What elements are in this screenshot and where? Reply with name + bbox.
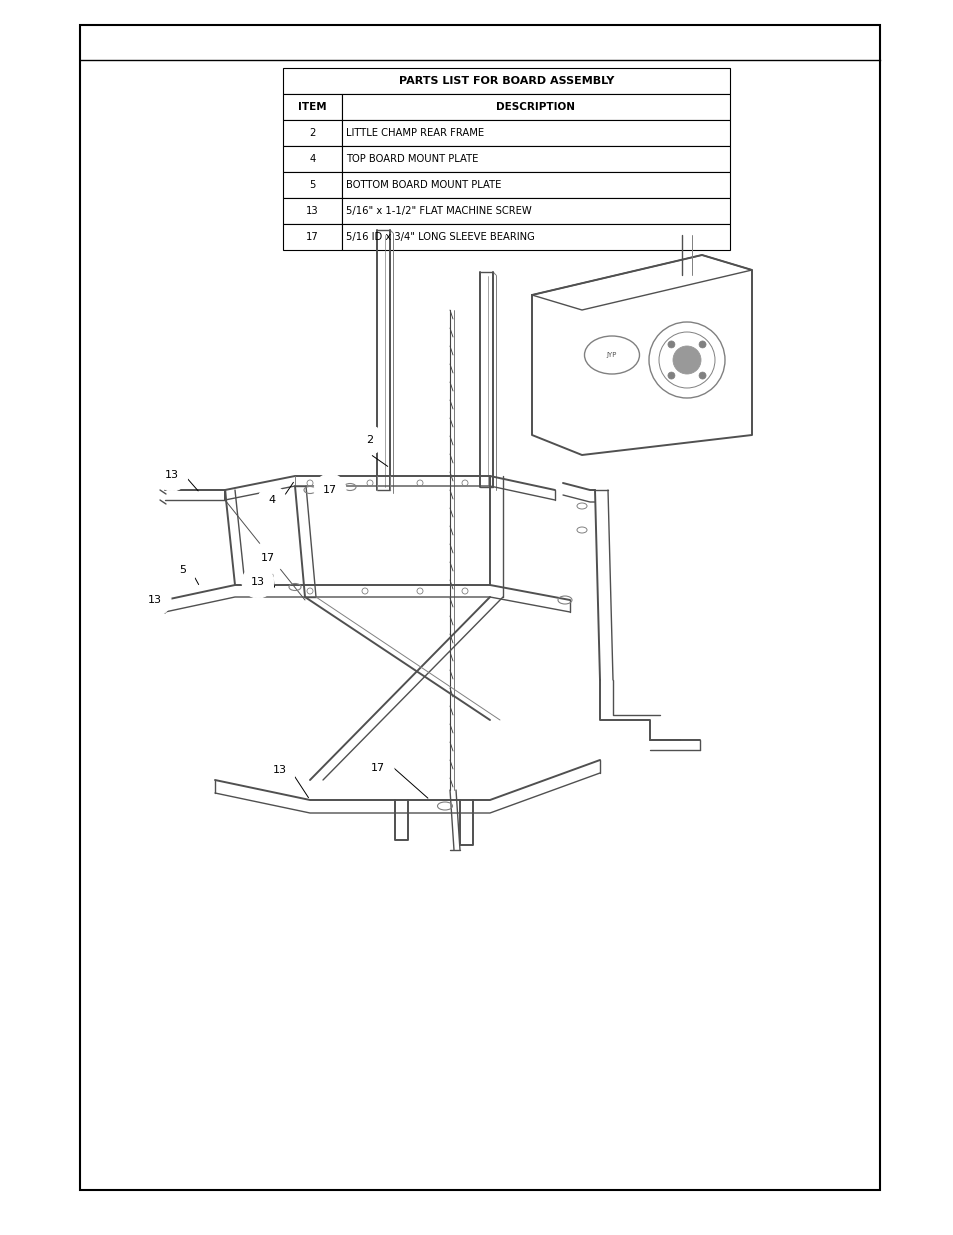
Bar xyxy=(283,120,341,146)
Circle shape xyxy=(672,346,700,374)
Circle shape xyxy=(169,556,196,584)
Circle shape xyxy=(242,566,274,598)
Bar xyxy=(341,146,729,172)
Text: LITTLE CHAMP REAR FRAME: LITTLE CHAMP REAR FRAME xyxy=(346,128,483,138)
Circle shape xyxy=(667,372,674,379)
Text: 17: 17 xyxy=(306,232,318,242)
Circle shape xyxy=(252,542,284,574)
Text: 13: 13 xyxy=(165,471,179,480)
Text: PARTS LIST FOR BOARD ASSEMBLY: PARTS LIST FOR BOARD ASSEMBLY xyxy=(398,77,614,86)
Text: 17: 17 xyxy=(371,763,385,773)
Text: 2: 2 xyxy=(366,435,374,445)
Text: 5: 5 xyxy=(179,564,186,576)
Circle shape xyxy=(361,752,394,784)
Text: 2: 2 xyxy=(309,128,315,138)
Text: 13: 13 xyxy=(273,764,287,776)
Bar xyxy=(80,25,879,1191)
Text: DESCRIPTION: DESCRIPTION xyxy=(496,103,575,112)
Text: 13: 13 xyxy=(148,595,162,605)
Bar xyxy=(341,198,729,224)
Text: 4: 4 xyxy=(268,495,275,505)
Circle shape xyxy=(139,584,171,616)
Bar xyxy=(283,68,729,94)
Text: 5: 5 xyxy=(309,180,315,190)
Text: 4: 4 xyxy=(309,154,315,164)
Circle shape xyxy=(355,426,384,454)
Text: 13: 13 xyxy=(306,206,318,216)
Bar xyxy=(341,224,729,249)
Bar xyxy=(341,94,729,120)
Text: 5/16" x 1-1/2" FLAT MACHINE SCREW: 5/16" x 1-1/2" FLAT MACHINE SCREW xyxy=(346,206,531,216)
Text: TOP BOARD MOUNT PLATE: TOP BOARD MOUNT PLATE xyxy=(346,154,477,164)
Circle shape xyxy=(264,755,295,785)
Bar xyxy=(283,146,341,172)
Text: 17: 17 xyxy=(261,553,274,563)
Bar xyxy=(341,120,729,146)
Circle shape xyxy=(156,459,188,492)
Text: 17: 17 xyxy=(323,485,336,495)
Text: BOTTOM BOARD MOUNT PLATE: BOTTOM BOARD MOUNT PLATE xyxy=(346,180,501,190)
Circle shape xyxy=(314,474,346,506)
Text: ITEM: ITEM xyxy=(298,103,327,112)
Bar xyxy=(283,198,341,224)
Bar xyxy=(283,172,341,198)
Bar xyxy=(283,94,341,120)
Circle shape xyxy=(699,341,705,348)
Circle shape xyxy=(699,372,705,379)
Bar xyxy=(283,224,341,249)
Text: 13: 13 xyxy=(251,577,265,587)
Bar xyxy=(341,172,729,198)
Circle shape xyxy=(257,487,286,514)
Text: JYP: JYP xyxy=(606,352,617,358)
Circle shape xyxy=(667,341,674,348)
Text: 5/16 ID x 3/4" LONG SLEEVE BEARING: 5/16 ID x 3/4" LONG SLEEVE BEARING xyxy=(346,232,535,242)
